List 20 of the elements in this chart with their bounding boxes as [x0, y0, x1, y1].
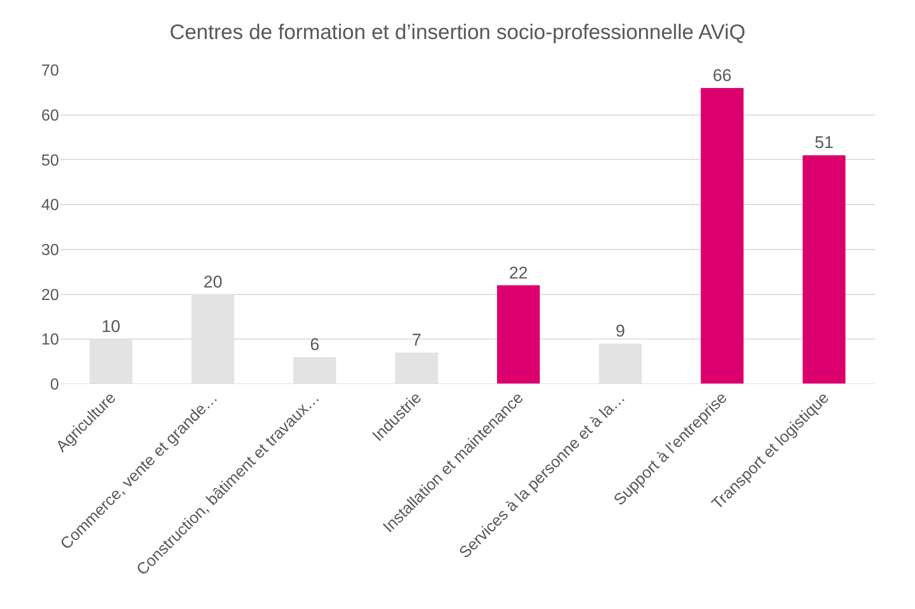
- y-tick-label: 40: [41, 197, 60, 214]
- y-tick-label: 70: [41, 62, 60, 80]
- data-label: 22: [508, 263, 528, 282]
- bar: [802, 155, 846, 384]
- y-tick-label: 0: [50, 376, 60, 394]
- data-label: 51: [814, 133, 834, 152]
- y-tick-label: 60: [41, 107, 60, 124]
- y-tick-label: 20: [41, 286, 60, 304]
- data-label: 10: [101, 317, 120, 336]
- data-label: 20: [203, 272, 222, 292]
- chart-title: Centres de formation et d’insertion socio-professionnelle AViQ: [170, 21, 746, 44]
- data-label: 9: [616, 322, 626, 341]
- bar: [700, 88, 744, 384]
- y-tick-label: 30: [41, 242, 60, 260]
- bar: [497, 285, 540, 384]
- data-label: 6: [310, 335, 320, 354]
- data-label: 66: [712, 66, 732, 85]
- y-tick-label: 10: [41, 332, 60, 349]
- y-tick-label: 50: [41, 152, 60, 170]
- data-label: 7: [412, 330, 422, 350]
